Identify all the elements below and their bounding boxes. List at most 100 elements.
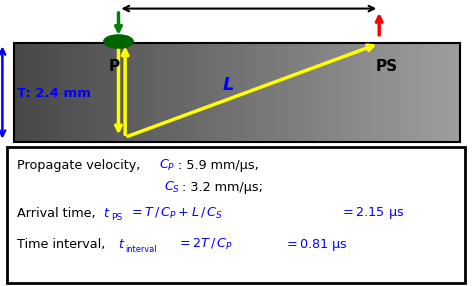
Text: $= 2.15$ μs: $= 2.15$ μs [340,205,405,221]
Bar [397,43,401,142]
Bar [311,43,316,142]
Bar [207,43,212,142]
Text: $= 2T\,/\,C_P$: $= 2T\,/\,C_P$ [177,237,234,252]
Bar [289,43,294,142]
Bar [111,43,115,142]
Bar [25,43,30,142]
Bar [241,43,246,142]
Bar [55,43,60,142]
Bar [367,43,372,142]
Bar [211,43,216,142]
Text: Time interval,: Time interval, [17,238,109,251]
Bar [404,43,409,142]
Bar [348,43,353,142]
Bar [296,43,301,142]
Bar [300,43,305,142]
Bar [40,43,45,142]
Bar [155,43,160,142]
Text: : 3.2 mm/μs;: : 3.2 mm/μs; [182,181,264,194]
Bar [378,43,383,142]
Bar [66,43,71,142]
Bar [126,43,130,142]
Bar [178,43,182,142]
Bar [51,43,56,142]
Bar [174,43,179,142]
Text: P: P [108,59,119,74]
Bar [374,43,379,142]
Bar [263,43,268,142]
Text: Arrival time,: Arrival time, [17,206,99,220]
Bar [222,43,227,142]
Bar [438,43,442,142]
Bar [267,43,271,142]
Bar [322,43,327,142]
Bar [203,43,208,142]
Bar [163,43,167,142]
Bar [270,43,275,142]
Bar [393,43,398,142]
Bar [103,43,108,142]
Bar [185,43,190,142]
Bar [274,43,279,142]
Bar [196,43,201,142]
Bar [73,43,78,142]
Bar [63,43,67,142]
Bar [89,43,93,142]
Text: L: L [223,76,234,94]
Bar [389,43,394,142]
Bar [245,43,249,142]
Bar [304,43,309,142]
Bar [159,43,164,142]
Bar [345,43,349,142]
Bar [96,43,100,142]
Bar [445,43,449,142]
Ellipse shape [104,35,133,48]
Bar [341,43,346,142]
Bar [408,43,412,142]
Bar [129,43,134,142]
Bar [419,43,424,142]
Text: $t$: $t$ [118,238,125,251]
Text: $C_P$: $C_P$ [159,158,175,173]
Bar [278,43,283,142]
Bar [371,43,375,142]
Bar [70,43,74,142]
Bar [441,43,446,142]
Bar [430,43,435,142]
Bar [319,43,323,142]
Bar [114,43,119,142]
Bar [170,43,175,142]
Bar [385,43,390,142]
Bar [107,43,112,142]
Bar [423,43,427,142]
Bar [22,43,26,142]
Bar [452,43,457,142]
Bar [315,43,319,142]
Bar [140,43,145,142]
Text: $= T\,/\,C_P + L\,/\,C_S$: $= T\,/\,C_P + L\,/\,C_S$ [129,206,223,221]
Text: $C_S$: $C_S$ [164,180,180,195]
Bar [18,43,23,142]
Bar [229,43,234,142]
Bar [7,147,465,283]
Bar [118,43,123,142]
Text: : 5.9 mm/μs,: : 5.9 mm/μs, [178,159,259,172]
Bar [200,43,204,142]
Bar [92,43,97,142]
Bar [334,43,338,142]
Bar [14,43,460,142]
Bar [252,43,256,142]
Bar [356,43,360,142]
Bar [47,43,52,142]
Bar [427,43,431,142]
Bar [85,43,90,142]
Bar [33,43,37,142]
Text: Propagate velocity,: Propagate velocity, [17,159,144,172]
Text: $= 0.81$ μs: $= 0.81$ μs [284,237,348,253]
Bar [330,43,335,142]
Bar [166,43,171,142]
Bar [456,43,461,142]
Text: PS: PS [111,213,122,222]
Bar [81,43,86,142]
Bar [189,43,193,142]
